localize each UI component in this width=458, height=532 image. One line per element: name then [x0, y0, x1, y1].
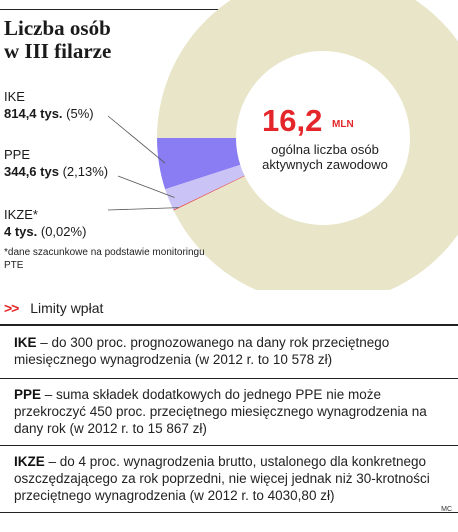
- legend-ikze-share: (0,02%): [40, 224, 87, 239]
- legend-ikze-value: 4 tys.: [4, 224, 38, 239]
- center-unit: MLN: [332, 119, 354, 130]
- legend-ppe-value: 344,6 tys: [4, 164, 59, 179]
- leader-line-ike: [107, 115, 166, 164]
- leader-line-ppe: [117, 175, 175, 198]
- legend-ike-value: 814,4 tys.: [4, 106, 63, 121]
- limit-ppe: PPE – suma składek dodatkowych do jedneg…: [14, 386, 450, 437]
- slice-ike: [157, 138, 241, 190]
- limit-ike-text: – do 300 proc. prognozowanego na dany ro…: [14, 335, 390, 367]
- legend-ikze-name: IKZE*: [4, 207, 38, 222]
- limits-rule-top: [0, 324, 458, 326]
- limit-ppe-name: PPE: [14, 387, 42, 402]
- credit: MC: [441, 506, 452, 513]
- limit-ppe-text: – suma składek dodatkowych do jednego PP…: [14, 387, 427, 436]
- slice-ppe: [165, 164, 245, 210]
- top-rule: [0, 9, 250, 10]
- limit-ike-name: IKE: [14, 335, 37, 350]
- limit-ikze: IKZE – do 4 proc. wynagrodzenia brutto, …: [14, 453, 450, 504]
- legend-ppe: PPE 344,6 tys (2,13%): [4, 146, 108, 180]
- legend-ikze: IKZE* 4 tys. (0,02%): [4, 206, 86, 240]
- chart-title: Liczba osób w III filarze: [4, 16, 112, 63]
- center-subtitle: ogólna liczba osób aktywnych zawodowo: [262, 142, 388, 172]
- footnote: *dane szacunkowe na podstawie monitoring…: [4, 247, 205, 271]
- limit-ikze-name: IKZE: [14, 454, 45, 469]
- slice-rest: [157, 0, 458, 290]
- slice-ikze: [173, 175, 245, 211]
- legend-ppe-name: PPE: [4, 147, 31, 162]
- legend-ike-share: (5%): [66, 106, 94, 121]
- legend-ike: IKE 814,4 tys. (5%): [4, 88, 94, 122]
- limits-marker: >>: [4, 300, 19, 316]
- donut-chart: [107, 0, 458, 290]
- limit-divider-2: [0, 445, 458, 446]
- limits-heading-text: Limity wpłat: [30, 300, 104, 316]
- limit-divider-1: [0, 378, 458, 379]
- limit-ikze-text: – do 4 proc. wynagrodzenia brutto, ustal…: [14, 454, 430, 503]
- legend-ppe-share: (2,13%): [62, 164, 109, 179]
- legend-ike-name: IKE: [4, 89, 25, 104]
- limits-heading: >> Limity wpłat: [4, 300, 103, 316]
- limits-rule-bottom: [0, 512, 458, 513]
- limit-ike: IKE – do 300 proc. prognozowanego na dan…: [14, 334, 450, 368]
- center-value: 16,2: [262, 103, 323, 138]
- leader-line-ikze: [107, 207, 179, 211]
